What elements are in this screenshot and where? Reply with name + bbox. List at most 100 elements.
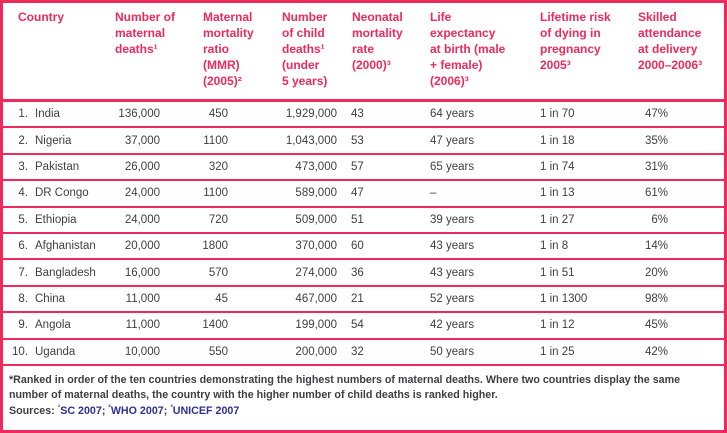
ranking-footnote: *Ranked in order of the ten countries de… (9, 373, 681, 402)
table-row: 6. Afghanistan 20,000 1800 370,000 60 43 … (3, 232, 724, 259)
sources-line: Sources: ¹SC 2007; ²WHO 2007; ³UNICEF 20… (3, 402, 724, 422)
cell-neonatal-rate: 32 (351, 345, 364, 358)
country-name: India (35, 108, 60, 121)
cell-neonatal-rate: 36 (351, 266, 364, 279)
cell-neonatal-rate: 21 (351, 292, 364, 305)
cell-mmr: 45 (215, 292, 228, 305)
cell-mmr: 1100 (203, 187, 228, 200)
cell-lifetime-risk: 1 in 18 (540, 134, 575, 147)
cell-neonatal-rate: 53 (351, 134, 364, 147)
cell-mmr: 570 (208, 266, 228, 279)
cell-neonatal-rate: 47 (351, 187, 364, 200)
cell-life-expectancy: 64 years (430, 108, 475, 121)
cell-skilled-attendance: 47% (644, 108, 668, 121)
table-row: 1. India 136,000 450 1,929,000 43 64 year… (3, 101, 724, 128)
cell-lifetime-risk: 1 in 51 (540, 266, 575, 279)
country-rank: 5. (18, 213, 28, 226)
sources-separator: ; (101, 404, 109, 417)
cell-maternal-deaths: 26,000 (124, 160, 160, 173)
cell-mmr: 320 (208, 160, 228, 173)
cell-skilled-attendance: 98% (644, 292, 668, 305)
cell-maternal-deaths: 136,000 (118, 108, 160, 121)
cell-life-expectancy: 47 years (430, 134, 475, 147)
cell-mmr: 1400 (202, 319, 228, 332)
source-1-link[interactable]: SC 2007 (60, 404, 102, 417)
cell-child-deaths: 473,000 (295, 160, 337, 173)
cell-maternal-deaths: 10,000 (124, 345, 160, 358)
cell-country: 3. Pakistan (3, 154, 110, 180)
country-name: Afghanistan (35, 240, 96, 253)
table-row: 4. DR Congo 24,000 1100 589,000 47 – 1 in… (3, 180, 724, 206)
cell-child-deaths: 200,000 (295, 345, 337, 358)
country-rank: 2. (18, 134, 28, 147)
source-1-superscript: ¹ (57, 402, 61, 412)
cell-country: 5. Ethiopia (3, 207, 110, 233)
sources-separator: ; (163, 404, 171, 417)
col-header-child-deaths: Number of child deaths¹ (under 5 years) (282, 10, 328, 88)
cell-mmr: 550 (208, 345, 228, 358)
country-name: Pakistan (35, 160, 80, 173)
cell-country: 8. China (3, 286, 110, 312)
cell-maternal-deaths: 16,000 (124, 266, 160, 279)
cell-lifetime-risk: 1 in 25 (540, 345, 575, 358)
cell-child-deaths: 370,000 (295, 240, 337, 253)
table-row: 3. Pakistan 26,000 320 473,000 57 65 year… (3, 153, 724, 180)
cell-country: 6. Afghanistan (3, 233, 110, 259)
cell-lifetime-risk: 1 in 8 (540, 240, 569, 253)
table-row: 10. Uganda 10,000 550 200,000 32 50 years… (3, 338, 724, 365)
source-2-link[interactable]: WHO 2007 (110, 404, 164, 417)
source-3-link[interactable]: UNICEF 2007 (172, 404, 240, 417)
cell-life-expectancy: – (430, 187, 437, 200)
cell-child-deaths: 589,000 (295, 187, 337, 200)
cell-life-expectancy: 52 years (430, 292, 475, 305)
maternal-mortality-table: Country Number of maternal deaths¹ Mater… (3, 3, 724, 366)
cell-child-deaths: 509,000 (295, 213, 337, 226)
col-header-life-expectancy: Life expectancy at birth (male + female)… (430, 10, 506, 88)
header-row: Country Number of maternal deaths¹ Mater… (3, 3, 724, 101)
cell-neonatal-rate: 60 (351, 240, 364, 253)
cell-neonatal-rate: 54 (351, 319, 364, 332)
country-rank: 9. (18, 319, 28, 332)
cell-child-deaths: 199,000 (295, 319, 337, 332)
cell-lifetime-risk: 1 in 27 (540, 213, 575, 226)
col-header-lifetime-risk: Lifetime risk of dying in pregnancy 2005… (540, 10, 611, 72)
cell-country: 9. Angola (3, 312, 110, 338)
country-rank: 3. (18, 160, 28, 173)
cell-mmr: 450 (208, 108, 228, 121)
col-header-skilled-attendance: Skilled attendance at delivery 2000–2006… (638, 10, 703, 72)
cell-skilled-attendance: 14% (644, 240, 668, 253)
sources-label: Sources: (9, 404, 58, 417)
country-name: Ethiopia (35, 213, 77, 226)
country-rank: 7. (18, 266, 28, 279)
cell-maternal-deaths: 11,000 (125, 292, 160, 305)
cell-child-deaths: 467,000 (295, 292, 337, 305)
cell-country: 4. DR Congo (3, 180, 110, 206)
cell-skilled-attendance: 6% (651, 213, 668, 226)
country-rank: 6. (18, 240, 28, 253)
country-name: Bangladesh (35, 266, 96, 279)
cell-neonatal-rate: 57 (351, 160, 364, 173)
country-name: Angola (35, 319, 71, 332)
table-row: 7. Bangladesh 16,000 570 274,000 36 43 ye… (3, 259, 724, 285)
cell-neonatal-rate: 43 (351, 108, 364, 121)
country-rank: 8. (18, 292, 28, 305)
cell-skilled-attendance: 61% (644, 187, 668, 200)
cell-lifetime-risk: 1 in 1300 (540, 292, 588, 305)
table-row: 8. China 11,000 45 467,000 21 52 years 1 … (3, 285, 724, 312)
cell-skilled-attendance: 31% (644, 160, 668, 173)
cell-child-deaths: 1,929,000 (285, 108, 337, 121)
cell-country: 2. Nigeria (3, 127, 110, 153)
cell-skilled-attendance: 45% (644, 319, 668, 332)
table-row: 5. Ethiopia 24,000 720 509,000 51 39 year… (3, 206, 724, 233)
col-header-country: Country (18, 10, 64, 24)
cell-lifetime-risk: 1 in 13 (540, 187, 575, 200)
country-name: Uganda (35, 345, 76, 358)
country-rank: 4. (18, 187, 28, 200)
cell-country: 1. India (3, 101, 110, 128)
cell-lifetime-risk: 1 in 74 (540, 160, 575, 173)
cell-skilled-attendance: 42% (644, 345, 668, 358)
table-row: 2. Nigeria 37,000 1100 1,043,000 53 47 ye… (3, 127, 724, 153)
cell-life-expectancy: 39 years (430, 213, 475, 226)
table-row: 9. Angola 11,000 1400 199,000 54 42 years… (3, 312, 724, 338)
